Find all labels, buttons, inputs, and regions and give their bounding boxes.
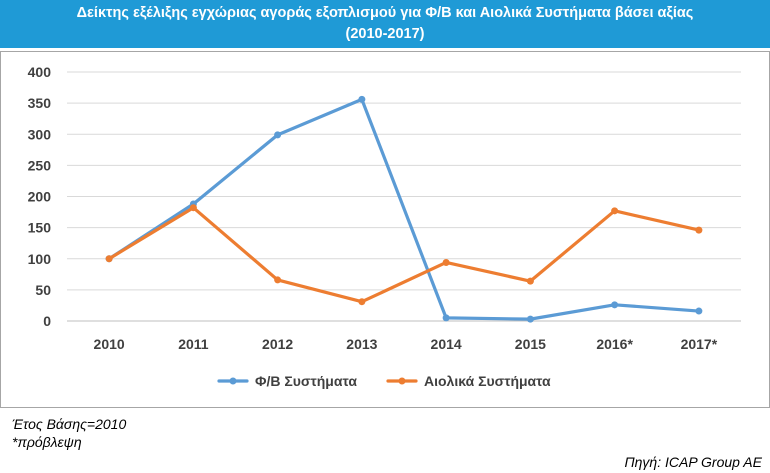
data-point <box>274 276 282 284</box>
chart-area: 0 50 100 150 200 250 300 350 400 2010 2011 2012 2013… <box>0 51 770 408</box>
y-tick-label: 250 <box>28 157 52 173</box>
y-tick-label: 200 <box>28 189 52 205</box>
x-tick-label: 2015 <box>515 336 546 352</box>
footer: Έτος Βάσης=2010 *πρόβλεψη Πηγή: ICAP Gro… <box>0 409 770 473</box>
y-tick-label: 50 <box>35 282 51 298</box>
data-point <box>526 277 534 285</box>
y-tick-label: 300 <box>28 126 52 142</box>
line-chart: 0 50 100 150 200 250 300 350 400 2010 2011 2012 2013… <box>28 64 741 389</box>
legend-marker <box>398 377 406 385</box>
y-tick-label: 150 <box>28 220 52 236</box>
data-point <box>274 131 282 139</box>
legend-marker <box>229 377 237 385</box>
data-point <box>358 95 366 103</box>
data-point <box>695 307 703 315</box>
y-tick-label: 100 <box>28 251 52 267</box>
forecast-note: *πρόβλεψη <box>12 434 82 450</box>
data-point <box>611 301 619 309</box>
data-point <box>526 315 534 323</box>
base-year-note: Έτος Βάσης=2010 <box>12 416 127 432</box>
y-tick-label: 400 <box>28 64 52 80</box>
x-tick-label: 2012 <box>262 336 293 352</box>
legend-label: Αιολικά Συστήματα <box>424 373 551 389</box>
data-point <box>358 298 366 306</box>
series-line <box>107 206 701 304</box>
chart-title-line2: (2010-2017) <box>345 26 425 42</box>
series-line <box>107 97 701 321</box>
chart-title-line1: Δείκτης εξέλιξης εγχώριας αγοράς εξοπλισ… <box>76 5 694 21</box>
source-note: Πηγή: ICAP Group AE <box>624 454 762 470</box>
x-tick-label: 2014 <box>431 336 462 352</box>
y-tick-label: 0 <box>43 313 51 329</box>
y-tick-label: 350 <box>28 95 52 111</box>
x-tick-label: 2010 <box>94 336 125 352</box>
x-tick-label: 2016* <box>596 336 633 352</box>
data-point <box>611 207 619 215</box>
chart-title-bar: Δείκτης εξέλιξης εγχώριας αγοράς εξοπλισ… <box>0 0 770 48</box>
x-tick-label: 2017* <box>681 336 718 352</box>
data-point <box>105 255 113 263</box>
data-point <box>442 314 450 322</box>
x-tick-label: 2011 <box>178 336 209 352</box>
legend-label: Φ/Β Συστήματα <box>255 373 357 389</box>
data-point <box>695 226 703 234</box>
data-point <box>189 204 197 212</box>
x-tick-label: 2013 <box>346 336 377 352</box>
data-point <box>442 258 450 266</box>
